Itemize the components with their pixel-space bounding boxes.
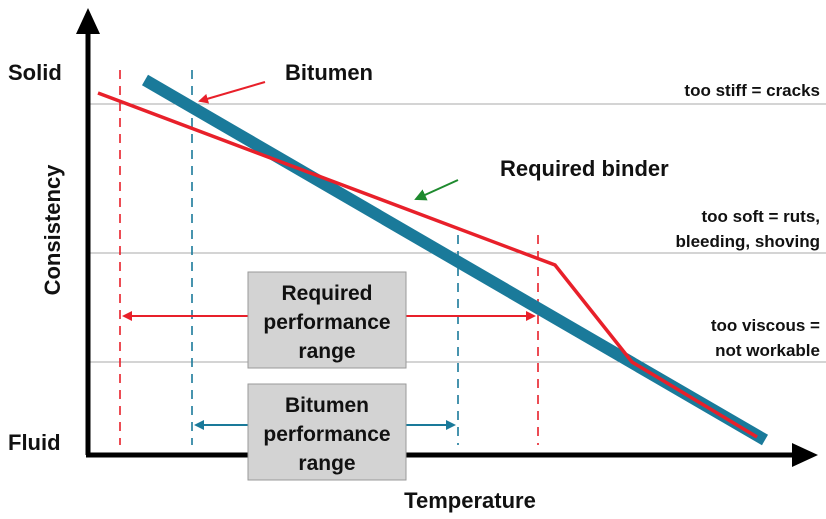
level-label: too viscous = bbox=[711, 316, 820, 335]
box-label: Bitumen bbox=[285, 394, 369, 417]
y-axis-title: Consistency bbox=[40, 164, 65, 296]
dashed-lines bbox=[119, 70, 539, 445]
bitumen-pointer bbox=[198, 81, 266, 104]
level-lines bbox=[88, 103, 826, 363]
box-label: range bbox=[298, 452, 355, 475]
level-labels: too stiff = cracks too soft = ruts, bleedi… bbox=[675, 81, 820, 360]
axes bbox=[76, 8, 818, 467]
bitumen-range-box bbox=[247, 383, 407, 481]
required-range-box bbox=[247, 271, 407, 369]
level-label: too soft = ruts, bbox=[701, 207, 820, 226]
bitumen-callout: Bitumen bbox=[285, 60, 373, 85]
binder-callout: Required binder bbox=[500, 156, 669, 181]
box-label: performance bbox=[263, 311, 390, 334]
box-label: range bbox=[298, 340, 355, 363]
level-label: too stiff = cracks bbox=[684, 81, 820, 100]
y-bottom-label: Fluid bbox=[8, 430, 61, 455]
box-label: Required bbox=[281, 282, 372, 305]
box-labels: Required performance range Bitumen performan… bbox=[263, 282, 390, 475]
level-label: not workable bbox=[715, 341, 820, 360]
box-label: performance bbox=[263, 423, 390, 446]
x-axis-title: Temperature bbox=[404, 488, 536, 513]
binder-line bbox=[97, 91, 758, 439]
binder-pointer bbox=[414, 179, 459, 201]
y-top-label: Solid bbox=[8, 60, 62, 85]
level-label: bleeding, shoving bbox=[675, 232, 820, 251]
